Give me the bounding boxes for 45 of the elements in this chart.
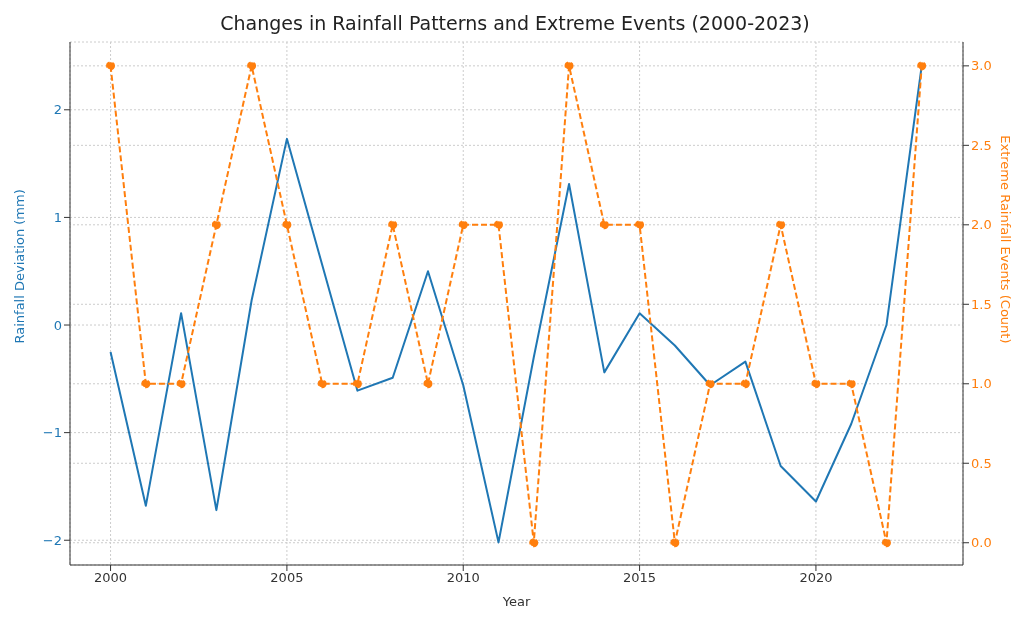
y-tick-label: 1 — [53, 210, 62, 226]
y2-tick-label: 0.5 — [971, 455, 992, 471]
point — [811, 379, 821, 389]
y2-tick-label: 3.0 — [971, 58, 992, 74]
y-tick-label: 0 — [53, 317, 62, 333]
y-tick-label: 2 — [53, 102, 62, 118]
point — [705, 379, 715, 389]
point — [599, 220, 609, 230]
y2-tick-label: 2.0 — [971, 217, 992, 233]
point — [670, 538, 680, 548]
point — [776, 220, 786, 230]
point — [141, 379, 151, 389]
x-tick-label: 2015 — [623, 570, 657, 586]
point — [564, 61, 574, 71]
x-tick-label: 2020 — [799, 570, 833, 586]
y2-axis-title: Extreme Rainfall Events (Count) — [998, 135, 1014, 344]
point — [494, 220, 504, 230]
point — [423, 379, 433, 389]
point — [282, 220, 292, 230]
point — [846, 379, 856, 389]
point — [176, 379, 186, 389]
y2-tick-label: 1.0 — [971, 376, 992, 392]
y-tick-label: −1 — [42, 425, 62, 441]
point — [388, 220, 398, 230]
x-tick-label: 2000 — [94, 570, 128, 586]
x-tick-label: 2005 — [270, 570, 304, 586]
x-tick-label: 2010 — [446, 570, 480, 586]
y-axis-title: Rainfall Deviation (mm) — [11, 189, 27, 344]
point — [352, 379, 362, 389]
point — [917, 61, 927, 71]
point — [740, 379, 750, 389]
point — [106, 61, 116, 71]
point — [247, 61, 257, 71]
y2-tick-label: 1.5 — [971, 296, 992, 312]
point — [211, 220, 221, 230]
point — [458, 220, 468, 230]
y2-tick-label: 2.5 — [971, 137, 992, 153]
chart-title: Changes in Rainfall Patterns and Extreme Events (2000-2023) — [219, 12, 811, 34]
point — [317, 379, 327, 389]
point — [881, 538, 891, 548]
x-axis-title: Year — [501, 594, 531, 609]
y-tick-label: −2 — [42, 532, 62, 548]
point — [635, 220, 645, 230]
y2-tick-label: 0.0 — [971, 535, 992, 551]
point — [529, 538, 539, 548]
